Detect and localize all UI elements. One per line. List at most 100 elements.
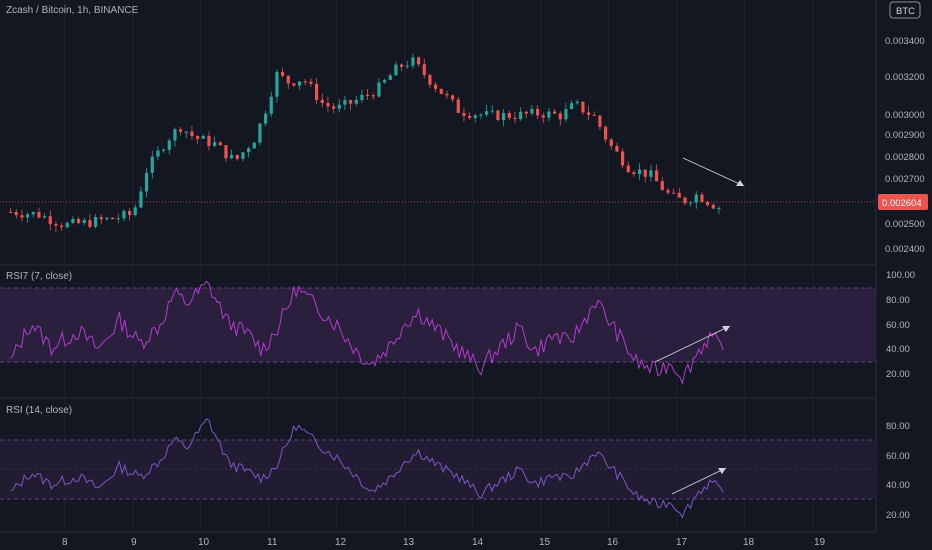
candle-down — [309, 81, 313, 84]
candle-down — [677, 192, 681, 198]
candle-down — [587, 112, 591, 115]
candle-down — [609, 139, 613, 146]
candle-up — [201, 135, 205, 139]
chart-title: Zcash / Bitcoin, 1h, BINANCE — [6, 5, 139, 16]
currency-badge[interactable]: BTC — [889, 1, 921, 19]
candle-up — [167, 140, 171, 150]
candle-down — [88, 220, 92, 227]
candle-up — [71, 218, 75, 223]
candlestick-series — [9, 53, 721, 232]
candle-down — [451, 95, 455, 100]
price-axis[interactable]: 0.003400 0.003200 0.003000 0.002900 0.00… — [885, 36, 925, 255]
date-tick-label: 16 — [607, 537, 619, 548]
candle-up — [411, 57, 415, 66]
candle-down — [496, 110, 500, 120]
candle-up — [173, 129, 177, 141]
candle-down — [9, 211, 13, 213]
candle-up — [689, 202, 693, 204]
price-tick-label: 0.002400 — [885, 244, 925, 255]
arrowhead-icon — [718, 468, 726, 474]
rsi7-axis[interactable]: 100.00 80.00 60.00 40.00 20.00 — [886, 270, 915, 380]
last-price-tag: 0.002604 — [878, 194, 928, 210]
candle-down — [400, 64, 404, 67]
candle-up — [388, 75, 392, 80]
candle-up — [139, 191, 143, 208]
candle-down — [371, 95, 375, 97]
candle-up — [162, 149, 166, 151]
candle-down — [581, 101, 585, 113]
candle-down — [179, 129, 183, 132]
candle-down — [48, 216, 52, 225]
rsi14-tick-label: 20.00 — [886, 510, 910, 521]
candle-up — [213, 142, 217, 146]
candle-up — [105, 217, 109, 220]
candle-up — [490, 110, 494, 112]
candle-down — [224, 145, 228, 159]
candle-up — [694, 194, 698, 203]
candle-down — [445, 93, 449, 96]
candle-down — [281, 71, 285, 76]
candle-down — [524, 111, 528, 114]
candle-up — [502, 113, 506, 120]
rsi14-axis[interactable]: 80.00 60.00 40.00 20.00 — [886, 421, 910, 521]
last-price-tag-bg — [878, 194, 928, 210]
date-tick-label: 18 — [743, 537, 755, 548]
price-tick-label: 0.003000 — [885, 110, 925, 121]
candle-up — [156, 150, 160, 157]
candle-up — [82, 220, 86, 224]
candle-down — [434, 84, 438, 89]
candle-up — [269, 96, 273, 114]
candle-up — [394, 64, 398, 76]
candle-down — [349, 100, 353, 104]
time-axis[interactable]: 8 9 10 11 12 13 14 15 16 17 18 19 — [62, 537, 826, 548]
candle-down — [190, 131, 194, 137]
rsi7-title: RSI7 (7, close) — [6, 271, 72, 282]
candle-down — [604, 126, 608, 140]
candle-up — [252, 142, 256, 149]
candle-down — [60, 225, 64, 228]
candle-down — [660, 181, 664, 191]
rsi7-tick-label: 60.00 — [886, 320, 910, 331]
candle-down — [286, 75, 290, 84]
candle-down — [462, 112, 466, 116]
price-tick-label: 0.002900 — [885, 130, 925, 141]
candle-down — [332, 106, 336, 109]
candle-up — [264, 113, 268, 124]
candle-up — [564, 109, 568, 120]
candle-down — [320, 99, 324, 104]
candle-down — [14, 212, 18, 216]
candle-down — [366, 94, 370, 96]
date-tick-label: 19 — [814, 537, 826, 548]
date-tick-label: 15 — [539, 537, 551, 548]
trend-arrow-rsi14[interactable] — [671, 467, 727, 495]
candle-down — [706, 201, 710, 205]
candle-down — [513, 117, 517, 120]
candle-down — [711, 204, 715, 209]
candle-up — [638, 169, 642, 175]
date-tick-label: 8 — [62, 537, 68, 548]
trend-arrow-price[interactable] — [682, 157, 745, 187]
trend-arrow-rsi7[interactable] — [654, 325, 731, 363]
candle-down — [507, 113, 511, 118]
candle-up — [360, 94, 364, 100]
price-tick-label: 0.003200 — [885, 72, 925, 83]
candle-down — [615, 145, 619, 152]
candle-down — [428, 74, 432, 85]
candle-down — [541, 115, 545, 118]
last-price-label: 0.002604 — [882, 198, 922, 209]
candle-down — [598, 115, 602, 127]
candle-up — [570, 103, 574, 110]
date-tick-label: 10 — [198, 537, 210, 548]
candle-up — [230, 154, 234, 159]
candle-up — [519, 111, 523, 120]
candle-up — [530, 108, 534, 114]
candle-down — [128, 211, 132, 215]
candle-up — [65, 222, 69, 228]
price-tick-label: 0.002500 — [885, 219, 925, 230]
candle-down — [672, 192, 676, 194]
candle-up — [31, 212, 35, 215]
candle-down — [655, 170, 659, 182]
trend-arrow-rsi14-line — [671, 467, 727, 495]
candle-down — [99, 217, 103, 220]
